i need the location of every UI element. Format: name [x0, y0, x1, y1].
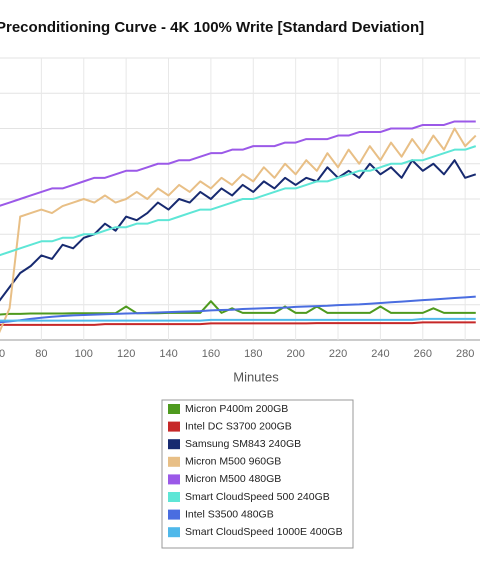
legend-label: Intel S3500 480GB	[185, 508, 274, 520]
plot-area	[0, 120, 477, 334]
data-line	[0, 120, 476, 207]
legend-label: Micron P400m 200GB	[185, 403, 288, 415]
legend-label: Micron M500 960GB	[185, 456, 281, 468]
legend-swatch	[168, 527, 180, 538]
x-tick-label: 80	[35, 348, 47, 360]
data-line	[0, 159, 477, 302]
x-tick-label: 220	[329, 348, 347, 360]
legend-swatch	[168, 421, 180, 432]
legend-label: Micron M500 480GB	[185, 473, 281, 485]
x-tick-label: 140	[159, 348, 177, 360]
data-line	[0, 295, 476, 324]
data-line	[0, 145, 477, 257]
x-tick-label: 100	[75, 348, 93, 360]
legend-swatch	[168, 474, 180, 485]
legend-swatch	[168, 439, 180, 450]
x-tick-label: 240	[371, 348, 389, 360]
data-line	[0, 317, 476, 322]
data-line	[0, 300, 476, 316]
data-line	[0, 127, 477, 334]
x-axis-label: Minutes	[233, 369, 279, 384]
legend-label: Smart CloudSpeed 1000E 400GB	[185, 526, 343, 538]
x-tick-label: 60	[0, 348, 5, 360]
legend-box	[161, 399, 354, 549]
legend-label: Samsung SM843 240GB	[185, 438, 301, 450]
legend-swatch	[168, 492, 180, 502]
legend-swatch	[168, 404, 180, 414]
legend-swatch	[168, 456, 180, 467]
x-tick-label: 160	[202, 348, 220, 360]
legend-label: Intel DC S3700 200GB	[185, 420, 292, 432]
x-tick-label: 200	[286, 348, 304, 360]
legend-swatch	[168, 509, 180, 520]
x-tick-label: 260	[414, 348, 432, 360]
data-line	[0, 321, 476, 326]
chart-title: Preconditioning Curve - 4K 100% Write [S…	[0, 19, 424, 36]
legend-label: Smart CloudSpeed 500 240GB	[185, 491, 330, 503]
x-tick-label: 120	[117, 348, 135, 360]
x-tick-label: 180	[244, 348, 262, 360]
x-tick-label: 280	[456, 348, 474, 360]
